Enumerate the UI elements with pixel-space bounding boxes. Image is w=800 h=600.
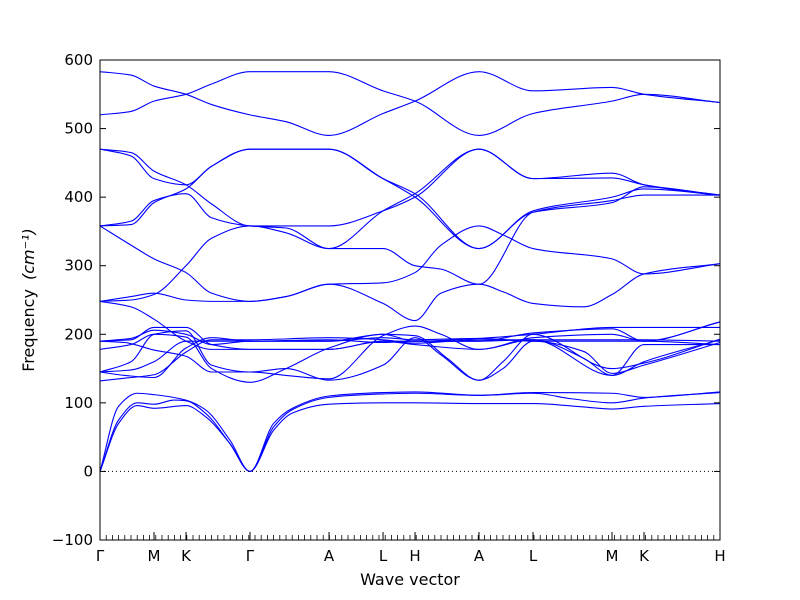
phonon-band-2 <box>99 392 721 472</box>
x-tick-label: Γ <box>246 547 255 565</box>
x-tick-label: Γ <box>96 547 105 565</box>
y-axis-ticks: −100 0 100 200 300 400 500 600 <box>52 51 720 549</box>
phonon-band-11 <box>99 321 721 346</box>
phonon-band-7 <box>99 330 721 381</box>
y-tick-label: 500 <box>64 120 93 138</box>
y-tick-label: 200 <box>64 325 93 343</box>
phonon-band-20 <box>99 71 721 136</box>
x-tick-label: K <box>181 547 192 565</box>
y-tick-label: 300 <box>64 257 93 275</box>
phonon-band-13 <box>99 148 721 302</box>
phonon-band-15 <box>99 225 721 302</box>
x-tick-label: M <box>606 547 619 565</box>
phonon-band-5 <box>99 337 721 379</box>
x-tick-label: A <box>324 547 335 565</box>
phonon-band-19 <box>99 148 721 227</box>
x-tick-label: H <box>714 547 725 565</box>
y-tick-label: 600 <box>64 51 93 69</box>
phonon-band-10 <box>99 326 720 350</box>
phonon-band-18 <box>99 148 721 250</box>
phonon-band-14 <box>99 263 721 322</box>
phonon-band-16 <box>99 193 720 285</box>
x-tick-label: L <box>379 547 388 565</box>
x-tick-label: H <box>409 547 420 565</box>
y-tick-label: 400 <box>64 188 93 206</box>
phonon-band-1 <box>99 402 721 472</box>
x-axis-label: Wave vector <box>360 570 460 589</box>
series-lines <box>99 71 721 472</box>
phonon-band-17 <box>99 148 721 250</box>
phonon-band-12 <box>99 300 721 350</box>
phonon-band-21 <box>99 71 721 136</box>
y-axis-label-text: Frequency <box>19 289 38 372</box>
y-axis-label-unit: (cm⁻¹) <box>19 228 38 280</box>
x-tick-label: M <box>148 547 161 565</box>
y-tick-label: 100 <box>64 394 93 412</box>
phonon-band-3 <box>99 391 721 472</box>
x-tick-label: L <box>529 547 538 565</box>
x-tick-label: K <box>639 547 650 565</box>
y-tick-label: 0 <box>83 462 93 480</box>
y-axis-label: Frequency (cm⁻¹) <box>19 228 38 371</box>
phonon-band-9 <box>99 325 720 380</box>
x-tick-label: A <box>474 547 485 565</box>
y-tick-label: −100 <box>52 531 93 549</box>
